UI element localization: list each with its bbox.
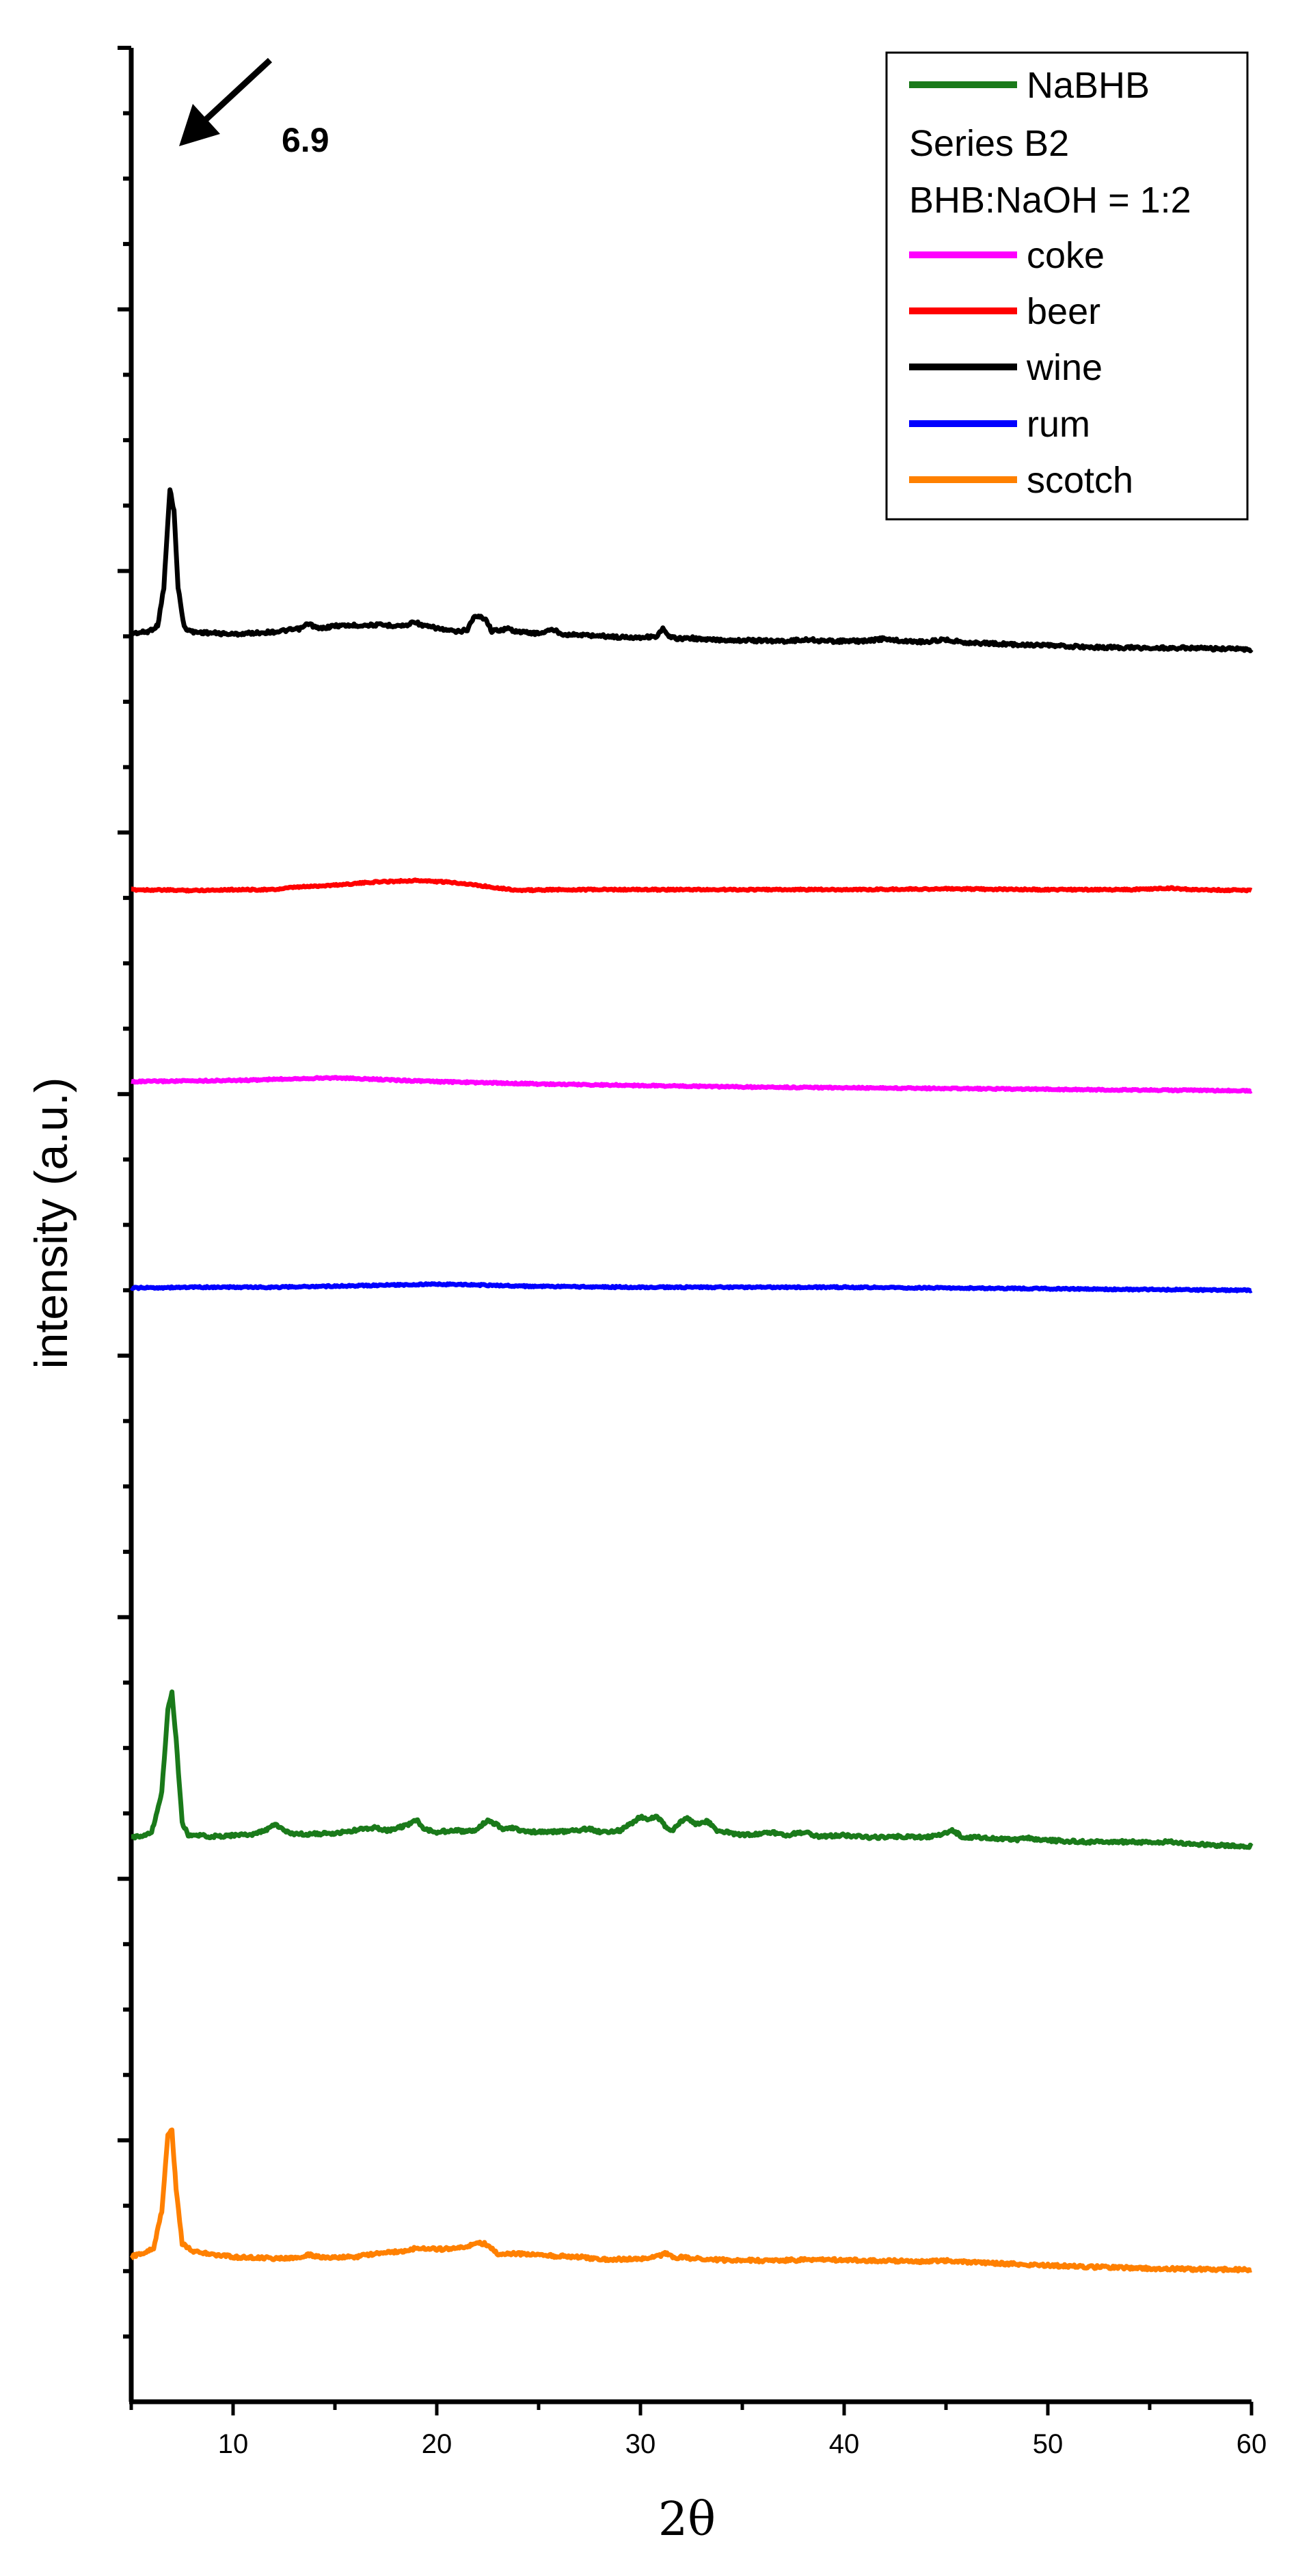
legend-entry-rum: rum [909,404,1090,445]
series-line-beer [130,877,1253,894]
x-tick-label: 30 [625,2429,656,2459]
series-line-rum [129,1281,1253,1293]
peak-annotation: 6.9 [179,57,329,159]
legend-entry-scotch: scotch [909,460,1133,501]
legend-entry-beer: beer [909,291,1100,332]
y-axis-title: intensity (a.u.) [25,1077,77,1369]
x-tick-label: 10 [218,2429,249,2459]
x-ticks: 10 20 30 40 50 60 [129,2402,1267,2459]
axes: 10 20 30 40 50 60 [118,46,1267,2459]
series-lines [129,487,1254,2274]
legend-text-series: Series B2 [909,123,1069,164]
legend-text-ratio: BHB:NaOH = 1:2 [909,180,1191,221]
x-axis-title: 2θ [658,2493,716,2547]
y-ticks [118,46,131,2339]
x-tick-label: 20 [422,2429,452,2459]
legend-label: NaBHB [1027,65,1150,106]
legend-label: wine [1026,347,1103,388]
legend-label: beer [1027,291,1100,332]
series-line-wine [129,487,1254,654]
legend-label: coke [1027,235,1105,276]
legend-entry-nabhb: NaBHB [909,65,1150,106]
annotation-label: 6.9 [282,121,329,159]
legend: NaBHB Series B2 BHB:NaOH = 1:2 coke beer… [885,51,1249,521]
legend-label: rum [1027,404,1090,445]
legend-entry-wine: wine [909,347,1103,388]
legend-entry-coke: coke [909,235,1105,276]
x-tick-label: 60 [1236,2429,1267,2459]
x-tick-label: 40 [829,2429,860,2459]
legend-box [885,51,1249,521]
x-tick-label: 50 [1033,2429,1064,2459]
legend-label: scotch [1027,460,1133,501]
annotation-arrow-shaft [202,57,273,123]
annotation-arrow-head [179,104,220,146]
series-line-nabhb [130,1689,1254,1850]
series-line-scotch [129,2127,1253,2274]
series-line-coke [130,1075,1253,1094]
